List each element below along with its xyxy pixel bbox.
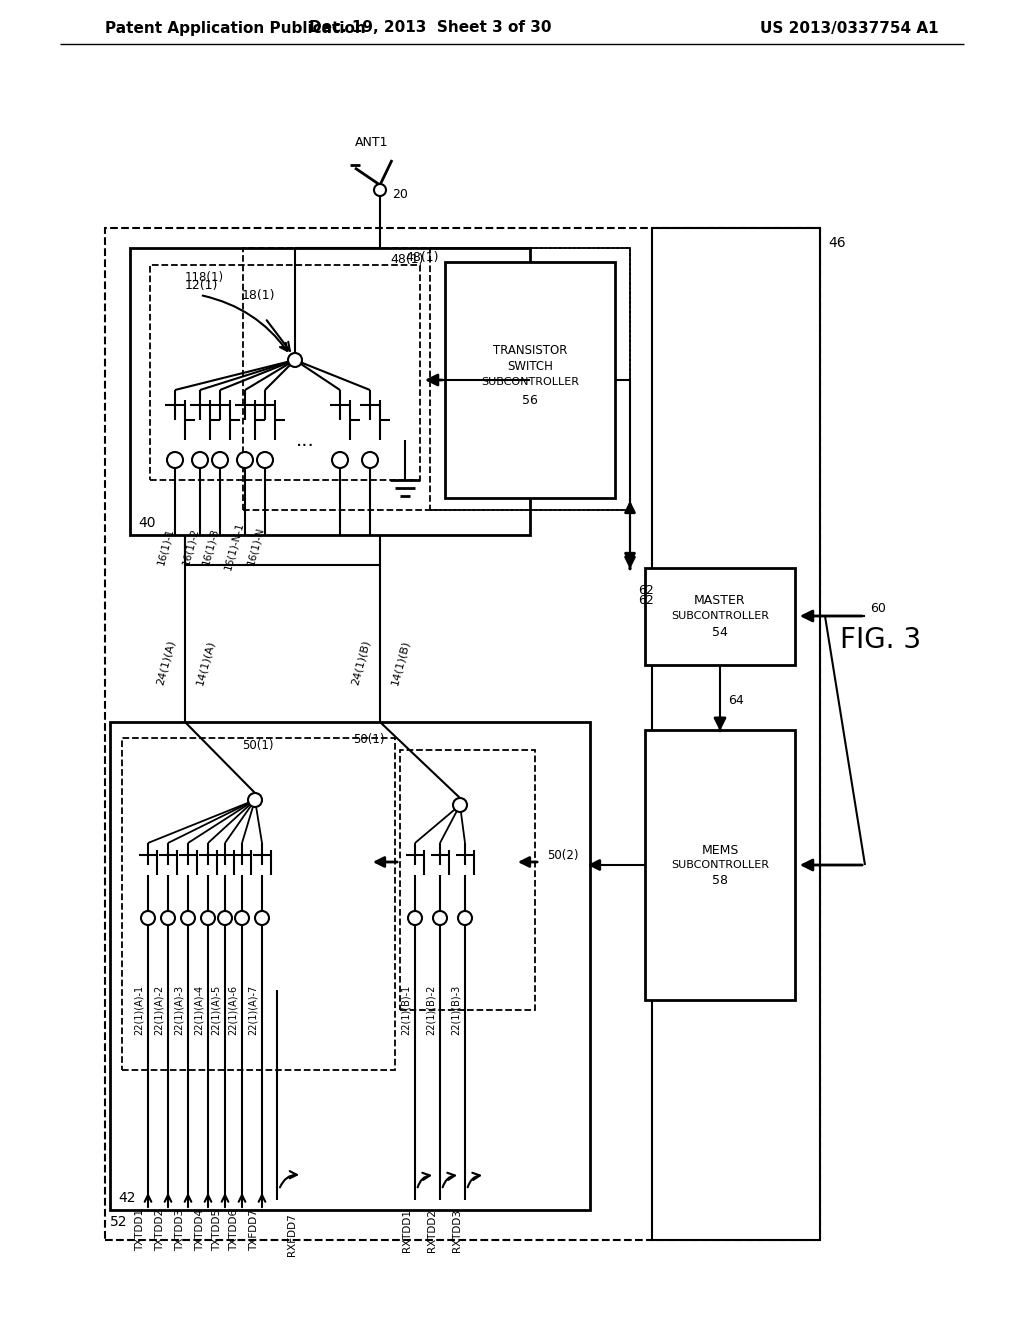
Text: TXTDD6: TXTDD6 <box>229 1209 239 1251</box>
Bar <box>645 730 795 1001</box>
Text: 16(1)-1: 16(1)-1 <box>156 527 175 566</box>
Circle shape <box>141 911 155 925</box>
Circle shape <box>362 451 378 469</box>
Text: 16(1)-3: 16(1)-3 <box>201 527 220 566</box>
Circle shape <box>332 451 348 469</box>
Text: 50(1): 50(1) <box>353 734 385 747</box>
Text: 22(1)(A)-6: 22(1)(A)-6 <box>228 985 238 1035</box>
Text: 50(2): 50(2) <box>547 849 579 862</box>
Text: TXFDD7: TXFDD7 <box>249 1209 259 1251</box>
Text: 22(1)(B)-2: 22(1)(B)-2 <box>426 985 436 1035</box>
Text: 48(1): 48(1) <box>406 252 438 264</box>
Text: FIG. 3: FIG. 3 <box>840 626 922 653</box>
Text: 22(1)(A)-1: 22(1)(A)-1 <box>134 985 144 1035</box>
Text: 62: 62 <box>638 594 653 606</box>
Text: 54: 54 <box>712 626 728 639</box>
Text: 22(1)(A)-3: 22(1)(A)-3 <box>174 985 184 1035</box>
Text: 50(1): 50(1) <box>243 739 273 752</box>
Circle shape <box>181 911 195 925</box>
Text: 64: 64 <box>728 693 743 706</box>
Text: SUBCONTROLLER: SUBCONTROLLER <box>671 861 769 870</box>
Text: TXTDD4: TXTDD4 <box>195 1209 205 1251</box>
Text: 16(1)-2: 16(1)-2 <box>180 527 200 566</box>
Bar <box>105 228 820 1239</box>
Text: 14(1)(B): 14(1)(B) <box>390 639 412 685</box>
Text: TXTDD2: TXTDD2 <box>155 1209 165 1251</box>
Text: 60: 60 <box>870 602 886 615</box>
Text: 42: 42 <box>118 1191 135 1205</box>
Text: 16(1)-N-1: 16(1)-N-1 <box>222 520 245 572</box>
Circle shape <box>161 911 175 925</box>
Text: US 2013/0337754 A1: US 2013/0337754 A1 <box>760 21 939 36</box>
Text: 22(1)(B)-3: 22(1)(B)-3 <box>451 985 461 1035</box>
Text: 52: 52 <box>110 1214 128 1229</box>
Text: 22(1)(A)-5: 22(1)(A)-5 <box>211 985 221 1035</box>
Text: Dec. 19, 2013  Sheet 3 of 30: Dec. 19, 2013 Sheet 3 of 30 <box>309 21 551 36</box>
Circle shape <box>374 183 386 195</box>
Text: 62: 62 <box>638 583 653 597</box>
Circle shape <box>248 793 262 807</box>
Circle shape <box>255 911 269 925</box>
Text: 56: 56 <box>522 393 538 407</box>
Text: TXTDD3: TXTDD3 <box>175 1209 185 1251</box>
Bar <box>130 248 530 535</box>
Text: 40: 40 <box>138 516 156 531</box>
Text: 18(1): 18(1) <box>242 289 275 301</box>
Text: 22(1)(A)-4: 22(1)(A)-4 <box>194 985 204 1035</box>
Circle shape <box>212 451 228 469</box>
Text: 24(1)(B): 24(1)(B) <box>350 639 372 685</box>
Text: SWITCH: SWITCH <box>507 359 553 372</box>
Bar <box>243 248 630 510</box>
Text: SUBCONTROLLER: SUBCONTROLLER <box>481 378 579 387</box>
Circle shape <box>193 451 208 469</box>
Text: 16(1)-N: 16(1)-N <box>245 525 265 566</box>
Text: 22(1)(B)-1: 22(1)(B)-1 <box>401 985 411 1035</box>
Text: 22(1)(A)-7: 22(1)(A)-7 <box>248 985 258 1035</box>
Text: SUBCONTROLLER: SUBCONTROLLER <box>671 611 769 620</box>
Text: 14(1)(A): 14(1)(A) <box>195 639 217 685</box>
Text: 20: 20 <box>392 189 408 202</box>
Text: 22(1)(A)-2: 22(1)(A)-2 <box>154 985 164 1035</box>
Text: RXTDD1: RXTDD1 <box>402 1209 412 1251</box>
Text: 46: 46 <box>828 236 846 249</box>
Circle shape <box>167 451 183 469</box>
Bar <box>400 750 535 1010</box>
Text: 118(1): 118(1) <box>185 271 224 284</box>
Text: MASTER: MASTER <box>694 594 745 607</box>
Text: TXTDD1: TXTDD1 <box>135 1209 145 1251</box>
Circle shape <box>433 911 447 925</box>
Text: 24(1)(A): 24(1)(A) <box>155 639 177 685</box>
Text: TXTDD5: TXTDD5 <box>212 1209 222 1251</box>
Bar <box>110 722 590 1210</box>
Bar <box>430 248 630 510</box>
Text: Patent Application Publication: Patent Application Publication <box>105 21 366 36</box>
Circle shape <box>257 451 273 469</box>
Text: RXFDD7: RXFDD7 <box>287 1213 297 1257</box>
Bar <box>645 568 795 665</box>
Text: ANT1: ANT1 <box>355 136 388 149</box>
Circle shape <box>234 911 249 925</box>
Circle shape <box>408 911 422 925</box>
Bar <box>150 265 420 480</box>
Circle shape <box>237 451 253 469</box>
Text: 58: 58 <box>712 874 728 887</box>
Circle shape <box>201 911 215 925</box>
Text: 12(1): 12(1) <box>185 279 218 292</box>
Text: RXTDD3: RXTDD3 <box>452 1209 462 1251</box>
Circle shape <box>218 911 232 925</box>
Text: ...: ... <box>296 430 314 450</box>
Text: 48(1): 48(1) <box>390 253 424 267</box>
Text: RXTDD2: RXTDD2 <box>427 1209 437 1251</box>
Circle shape <box>288 352 302 367</box>
Bar <box>122 738 395 1071</box>
Bar <box>652 228 820 1239</box>
Text: MEMS: MEMS <box>701 843 738 857</box>
Text: TRANSISTOR: TRANSISTOR <box>493 343 567 356</box>
Circle shape <box>458 911 472 925</box>
Bar <box>445 261 615 498</box>
Circle shape <box>453 799 467 812</box>
